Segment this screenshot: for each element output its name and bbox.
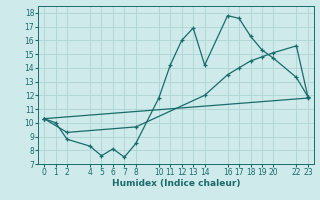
- X-axis label: Humidex (Indice chaleur): Humidex (Indice chaleur): [112, 179, 240, 188]
